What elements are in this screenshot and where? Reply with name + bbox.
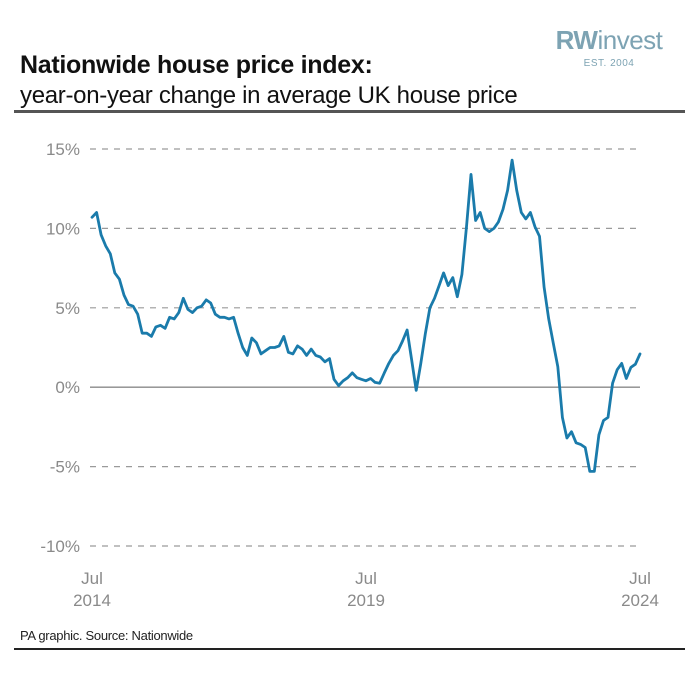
footer-divider (14, 648, 685, 650)
x-tick-label-year: 2024 (621, 591, 659, 610)
y-tick-label: -10% (40, 537, 80, 556)
x-tick-label-month: Jul (355, 569, 377, 588)
x-axis: Jul 2014 Jul 2019 Jul 2024 (73, 569, 659, 610)
y-tick-label: 15% (46, 140, 80, 159)
series-group (90, 158, 642, 473)
chart-subtitle: year-on-year change in average UK house … (20, 82, 518, 109)
y-tick-label: 0% (55, 378, 80, 397)
logo-wordmark-rest: invest (597, 25, 663, 55)
logo-wordmark: RWinvest (547, 26, 671, 54)
header-divider (14, 110, 685, 113)
x-tick-label-year: 2014 (73, 591, 111, 610)
y-tick-label: -5% (50, 458, 80, 477)
x-tick-label-month: Jul (629, 569, 651, 588)
series-line (90, 158, 642, 473)
source-note: PA graphic. Source: Nationwide (20, 628, 193, 643)
x-tick-label-year: 2019 (347, 591, 385, 610)
y-tick-label: 10% (46, 219, 80, 238)
y-axis: 15% 10% 5% 0% -5% -10% (40, 140, 80, 556)
rwinvest-logo: RWinvest EST. 2004 (547, 26, 671, 69)
logo-wordmark-bold: RW (555, 25, 598, 55)
gridlines (90, 148, 640, 547)
x-tick-label-month: Jul (81, 569, 103, 588)
y-tick-label: 5% (55, 299, 80, 318)
logo-tagline: EST. 2004 (583, 58, 635, 69)
chart-title: Nationwide house price index: (20, 51, 373, 79)
